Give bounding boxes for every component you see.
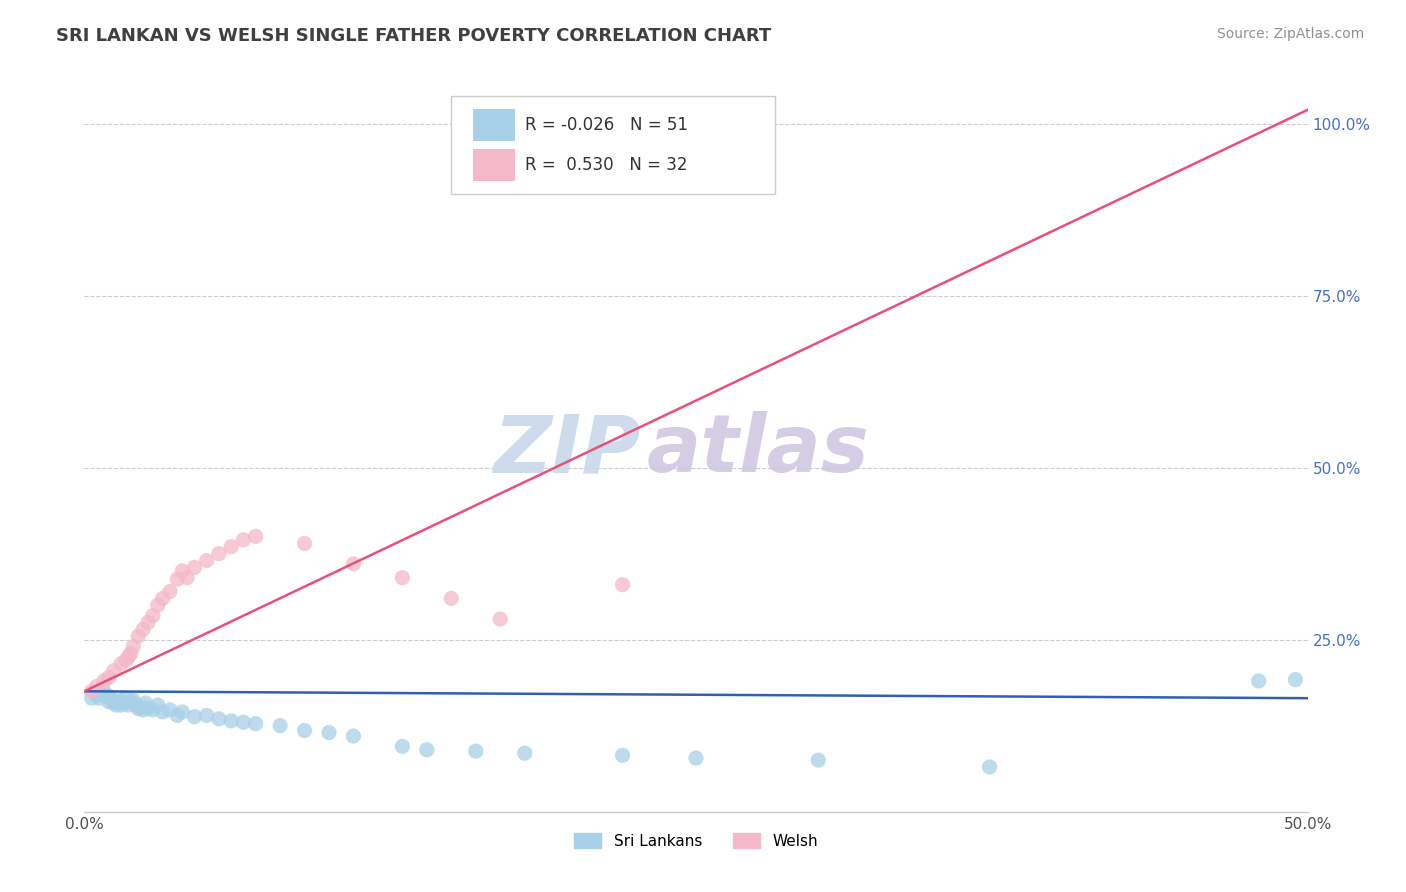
Point <box>132 703 155 717</box>
Point <box>117 649 139 664</box>
Point <box>513 746 536 760</box>
Point <box>93 673 115 688</box>
Point <box>112 696 135 710</box>
Point <box>86 688 108 702</box>
Point <box>612 577 634 591</box>
Point <box>219 540 242 554</box>
Point <box>245 716 267 731</box>
Point <box>172 564 194 578</box>
Point <box>391 739 413 754</box>
Point <box>80 691 103 706</box>
FancyBboxPatch shape <box>474 149 515 181</box>
Point <box>110 693 132 707</box>
Point <box>127 701 149 715</box>
Point <box>195 553 218 567</box>
Point <box>122 640 145 654</box>
Point <box>1284 673 1306 687</box>
Point <box>219 714 242 728</box>
Point <box>87 691 110 706</box>
Point <box>208 712 231 726</box>
Point <box>416 743 439 757</box>
Point <box>132 623 155 637</box>
Point <box>318 725 340 739</box>
Point <box>90 688 112 702</box>
Point <box>464 744 486 758</box>
Point <box>120 695 142 709</box>
Y-axis label: Single Father Poverty: Single Father Poverty <box>0 369 7 532</box>
Point <box>100 691 122 706</box>
Point <box>440 591 463 606</box>
Point <box>294 723 316 738</box>
Point <box>152 705 174 719</box>
Point <box>195 708 218 723</box>
Point <box>97 671 120 685</box>
Point <box>142 703 165 717</box>
Point <box>125 698 148 712</box>
Text: atlas: atlas <box>647 411 870 490</box>
FancyBboxPatch shape <box>451 96 776 194</box>
Point <box>127 629 149 643</box>
Point <box>86 680 108 694</box>
Text: R =  0.530   N = 32: R = 0.530 N = 32 <box>524 156 688 174</box>
Point <box>245 529 267 543</box>
Point <box>136 615 159 630</box>
Legend: Sri Lankans, Welsh: Sri Lankans, Welsh <box>568 827 824 855</box>
Point <box>176 571 198 585</box>
Point <box>97 689 120 703</box>
Point <box>159 584 181 599</box>
Point <box>142 608 165 623</box>
Point <box>110 698 132 712</box>
Point <box>342 729 364 743</box>
Text: R = -0.026   N = 51: R = -0.026 N = 51 <box>524 116 688 135</box>
Point <box>110 657 132 671</box>
Text: ZIP: ZIP <box>494 411 641 490</box>
Point <box>135 696 157 710</box>
Point <box>93 684 115 698</box>
Point <box>166 708 188 723</box>
Point <box>152 591 174 606</box>
Point <box>979 760 1001 774</box>
Point <box>107 695 129 709</box>
Text: SRI LANKAN VS WELSH SINGLE FATHER POVERTY CORRELATION CHART: SRI LANKAN VS WELSH SINGLE FATHER POVERT… <box>56 27 772 45</box>
Point <box>80 684 103 698</box>
Point <box>96 689 118 703</box>
Point <box>685 751 707 765</box>
Point <box>183 710 205 724</box>
Point <box>117 698 139 712</box>
Point <box>342 557 364 571</box>
Point <box>183 560 205 574</box>
Text: Source: ZipAtlas.com: Source: ZipAtlas.com <box>1216 27 1364 41</box>
Point <box>489 612 512 626</box>
Point <box>208 547 231 561</box>
Point <box>146 698 169 712</box>
Point <box>232 533 254 547</box>
Point <box>807 753 830 767</box>
Point <box>115 691 138 706</box>
Point <box>269 719 291 733</box>
Point <box>294 536 316 550</box>
Point <box>612 748 634 763</box>
Point <box>146 599 169 613</box>
Point <box>103 664 125 678</box>
Point <box>1247 673 1270 688</box>
Point <box>232 715 254 730</box>
Point <box>391 571 413 585</box>
Point <box>120 647 142 661</box>
Point <box>159 703 181 717</box>
FancyBboxPatch shape <box>474 110 515 141</box>
Point <box>129 700 152 714</box>
Point <box>172 705 194 719</box>
Point <box>115 653 138 667</box>
Point <box>105 698 128 712</box>
Point <box>166 572 188 586</box>
Point <box>122 693 145 707</box>
Point <box>97 695 120 709</box>
Point <box>136 701 159 715</box>
Point <box>103 696 125 710</box>
